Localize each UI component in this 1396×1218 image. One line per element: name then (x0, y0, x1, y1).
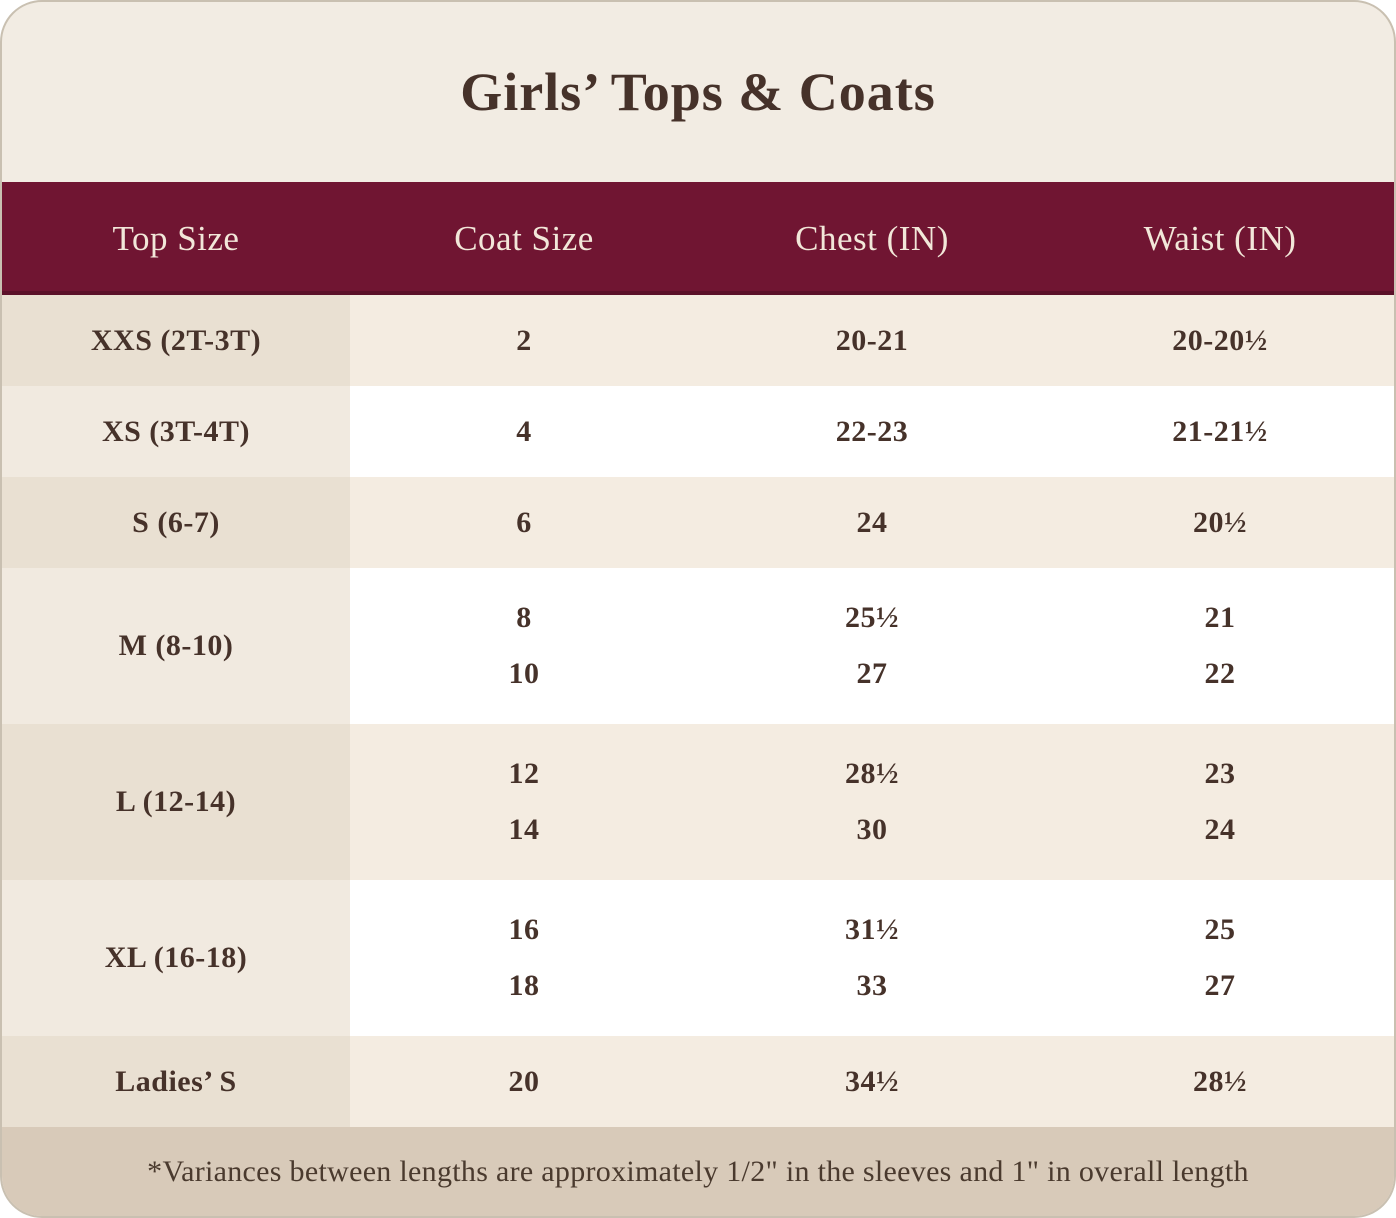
cell-waist-value: 20½ (1193, 505, 1247, 539)
cell-chest-value: 24 (856, 505, 888, 539)
cell-chest: 34½ (698, 1036, 1046, 1127)
top-size-label: S (6-7) (132, 505, 220, 539)
column-header-chest: Chest (IN) (795, 218, 949, 258)
cell-chest: 31½ 33 (698, 880, 1046, 1036)
cell-chest: 24 (698, 477, 1046, 568)
cell-coat-size-value: 8 (516, 600, 532, 634)
table-row: Ladies’ S 20 34½ 28½ (2, 1036, 1394, 1127)
cell-coat-size-value: 10 (508, 657, 540, 691)
cell-chest-value: 30 (856, 813, 888, 847)
table-row: M (8-10) 8 10 25½ 27 21 22 (2, 568, 1394, 724)
cell-waist: 28½ (1046, 1036, 1394, 1127)
top-size-label: L (12-14) (115, 785, 237, 818)
cell-coat-size: 6 (350, 477, 698, 568)
cell-coat-size-value: 6 (516, 505, 532, 539)
cell-waist: 25 27 (1046, 880, 1394, 1036)
cell-top-size: XS (3T-4T) (2, 386, 350, 477)
cell-chest: 20-21 (698, 295, 1046, 386)
cell-coat-size: 16 18 (350, 880, 698, 1036)
table-row: XL (16-18) 16 18 31½ 33 25 27 (2, 880, 1394, 1036)
cell-waist-value: 22 (1204, 657, 1236, 691)
cell-top-size: XXS (2T-3T) (2, 295, 350, 386)
column-header-top-size: Top Size (112, 218, 240, 258)
table-row: XXS (2T-3T) 2 20-21 20-20½ (2, 295, 1394, 386)
cell-coat-size: 12 14 (350, 724, 698, 880)
cell-top-size: M (8-10) (2, 568, 350, 724)
cell-waist-value: 20-20½ (1172, 323, 1268, 357)
cell-chest-value: 33 (856, 969, 888, 1003)
cell-coat-size: 4 (350, 386, 698, 477)
cell-coat-size-value: 18 (508, 969, 540, 1003)
cell-waist-value: 27 (1204, 969, 1236, 1003)
cell-waist: 20-20½ (1046, 295, 1394, 386)
cell-waist-value: 24 (1204, 813, 1236, 847)
cell-chest: 25½ 27 (698, 568, 1046, 724)
cell-chest-value: 27 (856, 657, 888, 691)
top-size-label: XL (16-18) (104, 941, 248, 974)
table-row: L (12-14) 12 14 28½ 30 23 24 (2, 724, 1394, 880)
cell-coat-size: 8 10 (350, 568, 698, 724)
page-title: Girls’ Tops & Coats (460, 62, 936, 122)
cell-chest-value: 25½ (845, 600, 899, 634)
top-size-label: M (8-10) (118, 629, 234, 662)
cell-waist-value: 21-21½ (1172, 414, 1268, 448)
cell-top-size: S (6-7) (2, 477, 350, 568)
cell-coat-size-value: 14 (508, 813, 540, 847)
top-size-label: Ladies’ S (115, 1064, 237, 1098)
cell-chest-value: 20-21 (835, 323, 909, 357)
table-header-row: Top Size Coat Size Chest (IN) Waist (IN) (2, 182, 1394, 295)
table-row: S (6-7) 6 24 20½ (2, 477, 1394, 568)
cell-top-size: Ladies’ S (2, 1036, 350, 1127)
cell-waist-value: 21 (1204, 600, 1236, 634)
cell-top-size: XL (16-18) (2, 880, 350, 1036)
cell-chest-value: 22-23 (835, 414, 909, 448)
cell-coat-size-value: 4 (516, 414, 532, 448)
cell-waist: 23 24 (1046, 724, 1394, 880)
top-size-label: XXS (2T-3T) (90, 323, 262, 357)
cell-waist: 20½ (1046, 477, 1394, 568)
top-size-label: XS (3T-4T) (101, 414, 251, 448)
footer-note-bar: *Variances between lengths are approxima… (2, 1127, 1394, 1216)
column-header-waist: Waist (IN) (1143, 218, 1297, 258)
cell-coat-size-value: 20 (508, 1064, 540, 1098)
title-bar: Girls’ Tops & Coats (2, 2, 1394, 182)
cell-coat-size-value: 12 (508, 756, 540, 790)
footnote-text: *Variances between lengths are approxima… (147, 1154, 1249, 1188)
cell-top-size: L (12-14) (2, 724, 350, 880)
cell-waist-value: 25 (1204, 912, 1236, 946)
table-body: XXS (2T-3T) 2 20-21 20-20½ XS (3T-4T) 4 22-23 2… (2, 295, 1394, 1127)
cell-coat-size-value: 2 (516, 323, 532, 357)
cell-coat-size-value: 16 (508, 912, 540, 946)
cell-waist-value: 23 (1204, 756, 1236, 790)
cell-waist-value: 28½ (1193, 1064, 1247, 1098)
cell-chest-value: 31½ (845, 912, 899, 946)
cell-chest: 28½ 30 (698, 724, 1046, 880)
cell-chest: 22-23 (698, 386, 1046, 477)
cell-waist: 21-21½ (1046, 386, 1394, 477)
cell-coat-size: 2 (350, 295, 698, 386)
cell-waist: 21 22 (1046, 568, 1394, 724)
cell-coat-size: 20 (350, 1036, 698, 1127)
table-row: XS (3T-4T) 4 22-23 21-21½ (2, 386, 1394, 477)
column-header-coat-size: Coat Size (454, 218, 594, 258)
cell-chest-value: 28½ (845, 756, 899, 790)
cell-chest-value: 34½ (845, 1064, 899, 1098)
